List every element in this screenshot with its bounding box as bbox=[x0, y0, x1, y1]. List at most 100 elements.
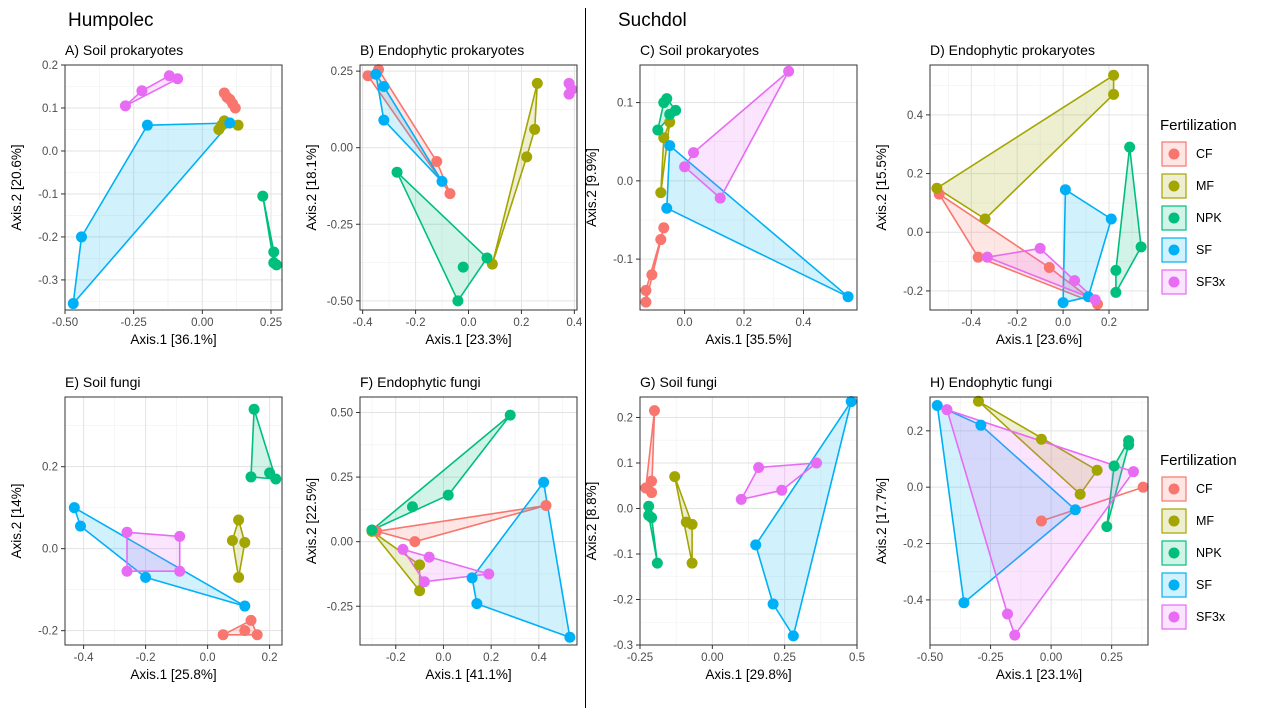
data-point-npk bbox=[270, 473, 282, 485]
data-point-sf bbox=[224, 117, 236, 129]
data-point-mf bbox=[233, 571, 245, 583]
y-tick-label: 0.0 bbox=[617, 503, 633, 515]
x-tick-label: -0.4 bbox=[961, 317, 981, 329]
data-point-cf bbox=[444, 188, 456, 200]
data-point-sf bbox=[564, 631, 576, 643]
data-point-mf bbox=[664, 116, 676, 128]
data-point-npk bbox=[1135, 241, 1147, 253]
y-axis-label: Axis.2 [9.9%] bbox=[584, 148, 599, 227]
y-tick-label: 0.0 bbox=[42, 146, 58, 158]
data-point-cf bbox=[239, 625, 251, 637]
data-point-mf bbox=[521, 151, 533, 163]
x-tick-label: 0.4 bbox=[795, 317, 812, 329]
data-point-sf3x bbox=[753, 462, 765, 474]
y-tick-label: -0.3 bbox=[38, 275, 58, 287]
data-point-npk bbox=[248, 403, 260, 415]
x-tick-label: -0.2 bbox=[406, 317, 426, 329]
x-tick-label: -0.50 bbox=[52, 317, 78, 329]
legend-2: Fertilization CF MF NPK SF SF3x bbox=[1160, 452, 1237, 630]
data-point-mf bbox=[414, 585, 426, 597]
panel-title: F) Endophytic fungi bbox=[360, 374, 481, 390]
hull-cf bbox=[645, 227, 665, 304]
y-axis-label: Axis.2 [22.5%] bbox=[304, 478, 319, 564]
panel-title: G) Soil fungi bbox=[640, 374, 717, 390]
data-point-sf3x bbox=[121, 565, 133, 577]
x-axis-label: Axis.1 [23.3%] bbox=[425, 332, 511, 347]
x-tick-label: 0.0 bbox=[461, 317, 477, 329]
x-tick-label: 0.2 bbox=[513, 317, 529, 329]
plot-border bbox=[64, 396, 283, 646]
data-point-cf bbox=[1043, 261, 1055, 273]
y-tick-label: 0.2 bbox=[617, 412, 633, 424]
data-point-sf bbox=[787, 630, 799, 642]
data-point-npk bbox=[1110, 286, 1122, 298]
x-tick-label: 0.2 bbox=[1101, 317, 1117, 329]
legend-label: NPK bbox=[1196, 546, 1222, 560]
x-tick-label: 0.5 bbox=[849, 652, 865, 664]
x-tick-label: -0.50 bbox=[917, 652, 943, 664]
panel-f: -0.2 0.0 0.2 0.4 -0.25 0.00 0.25 0.50 F) Endophy… bbox=[304, 374, 578, 682]
data-point-cf bbox=[640, 296, 652, 308]
y-tick-label: -0.3 bbox=[613, 640, 633, 652]
data-point-sf3x bbox=[418, 576, 430, 588]
y-tick-label: -0.4 bbox=[903, 595, 923, 607]
data-point-mf bbox=[529, 123, 541, 135]
y-tick-label: 0.0 bbox=[617, 176, 633, 188]
x-tick-label: -0.2 bbox=[136, 652, 156, 664]
y-tick-label: 0.25 bbox=[331, 66, 353, 78]
data-point-sf bbox=[67, 298, 79, 310]
data-point-cf bbox=[655, 234, 667, 246]
data-point-npk bbox=[646, 512, 658, 524]
x-axis-label: Axis.1 [35.5%] bbox=[705, 332, 791, 347]
y-tick-label: -0.1 bbox=[613, 254, 633, 266]
y-tick-label: 0.25 bbox=[331, 472, 353, 484]
y-tick-label: -0.1 bbox=[38, 189, 58, 201]
data-point-sf3x bbox=[679, 161, 691, 173]
panel-title: B) Endophytic prokaryotes bbox=[360, 42, 524, 58]
data-point-sf3x bbox=[1127, 466, 1139, 478]
data-point-sf3x bbox=[397, 543, 409, 555]
data-point-sf bbox=[845, 396, 857, 408]
data-point-sf3x bbox=[941, 404, 953, 416]
x-axis-label: Axis.1 [29.8%] bbox=[705, 667, 791, 682]
x-axis-label: Axis.1 [36.1%] bbox=[130, 332, 216, 347]
legend-marker-sf3x bbox=[1168, 611, 1180, 623]
data-point-sf3x bbox=[776, 484, 788, 496]
data-point-sf bbox=[370, 68, 382, 80]
x-tick-label: 0.4 bbox=[531, 652, 548, 664]
legend-label: MF bbox=[1196, 179, 1214, 193]
y-tick-label: 0.2 bbox=[907, 426, 923, 438]
legend-1: Fertilization CF MF NPK SF SF3x bbox=[1160, 117, 1237, 295]
hull-npk bbox=[250, 408, 277, 480]
data-point-sf3x bbox=[1089, 294, 1101, 306]
legend-title: Fertilization bbox=[1160, 452, 1237, 469]
panel-b: -0.4 -0.2 0.0 0.2 0.4 -0.50 -0.25 0.00 0.25 B) En… bbox=[304, 42, 583, 347]
legend-label: MF bbox=[1196, 514, 1214, 528]
x-tick-label: 0.0 bbox=[200, 652, 216, 664]
data-point-npk bbox=[442, 489, 454, 501]
legend-marker-sf3x bbox=[1168, 276, 1180, 288]
y-tick-label: 0.00 bbox=[331, 537, 353, 549]
data-point-npk bbox=[257, 190, 269, 202]
hull-sf3x bbox=[986, 247, 1096, 301]
x-tick-label: -0.2 bbox=[386, 652, 406, 664]
plot-border bbox=[639, 64, 858, 311]
data-point-cf bbox=[251, 629, 263, 641]
y-axis-label: Axis.2 [18.1%] bbox=[304, 144, 319, 230]
data-point-mf bbox=[686, 518, 698, 530]
y-tick-label: -0.25 bbox=[327, 219, 353, 231]
legend-label: SF bbox=[1196, 578, 1212, 592]
y-tick-label: -0.2 bbox=[903, 286, 923, 298]
data-point-mf bbox=[972, 395, 984, 407]
x-axis-label: Axis.1 [23.6%] bbox=[996, 332, 1082, 347]
data-point-sf bbox=[466, 572, 478, 584]
data-point-mf bbox=[239, 537, 251, 549]
hull-sf bbox=[665, 144, 849, 298]
data-point-sf bbox=[141, 119, 153, 131]
data-point-sf3x bbox=[172, 73, 184, 85]
y-tick-label: 0.00 bbox=[331, 143, 353, 155]
data-point-mf bbox=[414, 559, 426, 571]
x-tick-label: 0.00 bbox=[701, 652, 723, 664]
y-axis-label: Axis.2 [8.8%] bbox=[584, 482, 599, 561]
